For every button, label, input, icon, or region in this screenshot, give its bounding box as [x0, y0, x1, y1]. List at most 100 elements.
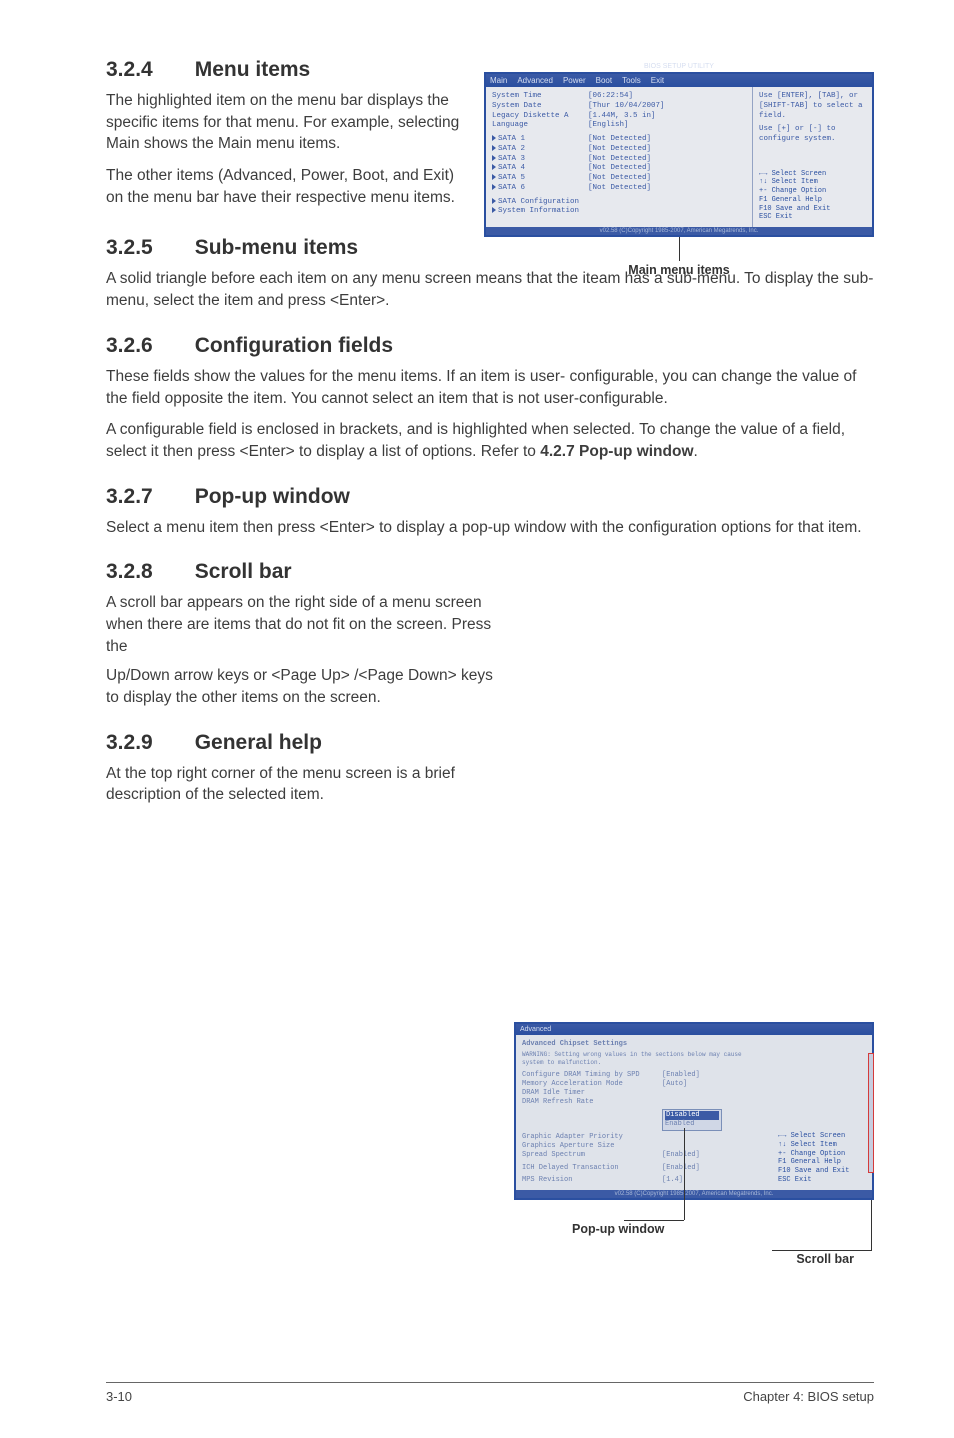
- bios-window: Main Advanced Power Boot Tools Exit BIOS…: [484, 72, 874, 237]
- row-key: Legacy Diskette A: [492, 112, 588, 122]
- heading-num: 3.2.7: [106, 485, 153, 509]
- bios-popup-figure: Advanced Advanced Chipset Settings WARNI…: [514, 1022, 874, 1270]
- tab-tools: Tools: [622, 76, 641, 85]
- row-key: SATA 4: [498, 164, 588, 174]
- row-key: ICH Delayed Transaction: [522, 1164, 662, 1173]
- section-327: 3.2.7 Pop-up window Select a menu item th…: [106, 485, 874, 539]
- triangle-icon: [492, 174, 496, 180]
- section-328: 3.2.8Scroll bar A scroll bar appears on …: [106, 560, 874, 708]
- section-329: 3.2.9General help At the top right corne…: [106, 731, 874, 806]
- tab-exit: Exit: [651, 76, 664, 85]
- heading-num: 3.2.5: [106, 236, 153, 260]
- row-val: [1.44M, 3.5 in]: [588, 112, 656, 122]
- row-val: [Auto]: [662, 1080, 687, 1089]
- row-val: [1.4]: [662, 1176, 683, 1185]
- footer-left: 3-10: [106, 1389, 132, 1404]
- heading-329: 3.2.9General help: [106, 731, 874, 755]
- triangle-icon: [492, 145, 496, 151]
- heading-title: Menu items: [195, 58, 311, 82]
- figure-caption: Main menu items: [484, 263, 874, 277]
- popup-option: Enabled: [665, 1120, 719, 1129]
- help-text: Use [ENTER], [TAB], or [SHIFT-TAB] to se…: [759, 92, 866, 121]
- bios-footer: v02.58 (C)Copyright 1985-2007, American …: [486, 227, 872, 235]
- row-key: Language: [492, 121, 588, 131]
- triangle-icon: [492, 135, 496, 141]
- heading-num: 3.2.6: [106, 334, 153, 358]
- bios-left-pane: Advanced Chipset Settings WARNING: Setti…: [516, 1035, 772, 1190]
- scrollbar-highlight: [868, 1053, 874, 1173]
- help-keys: ←→ Select Screen ↑↓ Select Item +- Chang…: [778, 1132, 866, 1185]
- para: A configurable field is enclosed in brac…: [106, 419, 874, 462]
- heading-title: Configuration fields: [195, 334, 393, 358]
- bios-help-pane: Use [ENTER], [TAB], or [SHIFT-TAB] to se…: [752, 87, 872, 227]
- para: These fields show the values for the men…: [106, 366, 874, 409]
- section-heading: Advanced Chipset Settings: [522, 1040, 766, 1049]
- triangle-icon: [492, 155, 496, 161]
- triangle-icon: [492, 184, 496, 190]
- bios-titlebar: Main Advanced Power Boot Tools Exit BIOS…: [486, 74, 872, 87]
- footer-right: Chapter 4: BIOS setup: [743, 1389, 874, 1404]
- bios-help-pane: ←→ Select Screen ↑↓ Select Item +- Chang…: [772, 1035, 872, 1190]
- heading-num: 3.2.4: [106, 58, 153, 82]
- row-key: SATA 5: [498, 174, 588, 184]
- row-val: [Enabled]: [662, 1164, 700, 1173]
- row-key: SATA 3: [498, 155, 588, 165]
- row-key: System Time: [492, 92, 588, 102]
- row-val: [English]: [588, 121, 629, 131]
- heading-326: 3.2.6 Configuration fields: [106, 334, 874, 358]
- row-val: [Enabled]: [662, 1071, 700, 1080]
- heading-num: 3.2.9: [106, 731, 153, 755]
- help-text: Use [+] or [-] to configure system.: [759, 125, 866, 145]
- para-part: A configurable field is enclosed in brac…: [106, 421, 845, 460]
- bios-main-figure: Main Advanced Power Boot Tools Exit BIOS…: [484, 72, 874, 277]
- row-key: DRAM Idle Timer: [522, 1089, 662, 1098]
- popup-label: Pop-up window: [572, 1222, 664, 1236]
- row-key: SATA 6: [498, 184, 588, 194]
- triangle-icon: [492, 198, 496, 204]
- scrollbar-label: Scroll bar: [796, 1252, 854, 1266]
- tab-power: Power: [563, 76, 586, 85]
- bios-tabs: Main Advanced Power Boot Tools Exit: [490, 76, 664, 85]
- triangle-icon: [492, 207, 496, 213]
- row-key: Configure DRAM Timing by SPD: [522, 1071, 662, 1080]
- para: A scroll bar appears on the right side o…: [106, 592, 496, 657]
- para: Select a menu item then press <Enter> to…: [106, 517, 874, 539]
- row-val: [Not Detected]: [588, 155, 651, 165]
- row-key: MPS Revision: [522, 1176, 662, 1185]
- row-key: Graphics Aperture Size: [522, 1142, 662, 1151]
- popup-box: Disabled Enabled: [662, 1109, 722, 1131]
- heading-title: Pop-up window: [195, 485, 350, 509]
- bios-body: System Time[06:22:54] System Date[Thur 1…: [486, 87, 872, 227]
- row-key: System Date: [492, 102, 588, 112]
- para-ref: 4.2.7 Pop-up window: [540, 443, 693, 460]
- para: Up/Down arrow keys or <Page Up> /<Page D…: [106, 665, 496, 708]
- row-key: Memory Acceleration Mode: [522, 1080, 662, 1089]
- tab-main: Main: [490, 76, 507, 85]
- para: The other items (Advanced, Power, Boot, …: [106, 165, 466, 208]
- row-key: SATA 2: [498, 145, 588, 155]
- heading-num: 3.2.8: [106, 560, 153, 584]
- page-footer: 3-10 Chapter 4: BIOS setup: [106, 1382, 874, 1404]
- bios-left-pane: System Time[06:22:54] System Date[Thur 1…: [486, 87, 752, 227]
- heading-328: 3.2.8Scroll bar: [106, 560, 874, 584]
- bios-title: BIOS SETUP UTILITY: [644, 63, 714, 70]
- row-val: [Not Detected]: [588, 164, 651, 174]
- heading-327: 3.2.7 Pop-up window: [106, 485, 874, 509]
- tab-advanced: Advanced: [517, 76, 553, 85]
- row-val: [Not Detected]: [588, 174, 651, 184]
- para: At the top right corner of the menu scre…: [106, 763, 496, 806]
- row-val: [06:22:54]: [588, 92, 633, 102]
- row-key: Spread Spectrum: [522, 1151, 662, 1160]
- bios-footer: v02.58 (C)Copyright 1985-2007, American …: [516, 1190, 872, 1198]
- section-326: 3.2.6 Configuration fields These fields s…: [106, 334, 874, 463]
- heading-title: Sub-menu items: [195, 236, 358, 260]
- popup-option: Disabled: [665, 1111, 719, 1120]
- row-val: [Enabled]: [662, 1151, 700, 1160]
- bios-window: Advanced Advanced Chipset Settings WARNI…: [514, 1022, 874, 1200]
- bios-body: Advanced Chipset Settings WARNING: Setti…: [516, 1035, 872, 1190]
- figure-labels: Pop-up window Scroll bar: [514, 1200, 874, 1270]
- row-key: DRAM Refresh Rate: [522, 1098, 662, 1107]
- row-key: Graphic Adapter Priority: [522, 1133, 662, 1142]
- para-part: .: [694, 443, 698, 460]
- sub-item: System Information: [498, 207, 579, 217]
